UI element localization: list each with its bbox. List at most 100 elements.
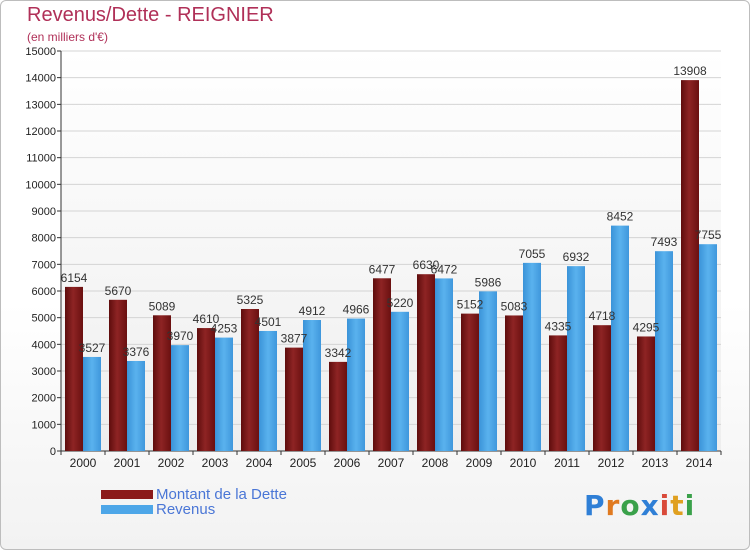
bar-dette (329, 361, 347, 451)
x-tick-label: 2000 (70, 456, 97, 470)
data-label-revenus: 8452 (607, 210, 634, 224)
x-tick-label: 2003 (202, 456, 229, 470)
data-label-revenus: 3527 (79, 341, 106, 355)
bar-revenus (259, 330, 277, 451)
legend-label-dette: Montant de la Dette (156, 486, 287, 503)
data-label-dette: 4295 (633, 320, 660, 334)
y-tick-label: 4000 (32, 339, 56, 351)
data-label-dette: 5670 (105, 284, 132, 298)
bar-dette (549, 335, 567, 451)
y-tick-label: 11000 (26, 153, 56, 165)
bar-dette (285, 347, 303, 451)
legend-label-revenus: Revenus (156, 501, 216, 518)
data-label-revenus: 3376 (123, 345, 150, 359)
x-tick-label: 2011 (554, 456, 580, 470)
bar-dette (65, 286, 83, 451)
data-label-revenus: 5220 (387, 296, 414, 310)
data-label-revenus: 6932 (563, 250, 590, 264)
bar-revenus (171, 345, 189, 451)
y-tick-label: 1000 (32, 419, 56, 431)
bar-dette (109, 299, 127, 451)
bar-revenus (523, 262, 541, 451)
y-tick-label: 7000 (32, 259, 56, 271)
chart-title: Revenus/Dette - REIGNIER (27, 4, 274, 26)
data-label-dette: 6477 (369, 262, 396, 276)
x-tick-label: 2006 (334, 456, 361, 470)
bar-revenus (479, 291, 497, 451)
y-tick-label: 5000 (32, 313, 56, 325)
bar-revenus (699, 244, 717, 451)
bar-revenus (215, 337, 233, 451)
legend (101, 490, 153, 514)
y-tick-label: 9000 (32, 206, 56, 218)
bar-revenus (347, 318, 365, 451)
data-label-dette: 5152 (457, 298, 484, 312)
y-tick-label: 3000 (32, 366, 56, 378)
bars (65, 80, 717, 452)
y-tick-label: 12000 (25, 126, 56, 138)
data-label-dette: 5083 (501, 299, 528, 313)
data-label-revenus: 7055 (519, 247, 546, 261)
x-tick-label: 2001 (114, 456, 141, 470)
y-tick-label: 15000 (25, 46, 56, 58)
y-tick-label: 0 (50, 446, 56, 458)
bar-dette (153, 315, 171, 451)
x-tick-label: 2014 (686, 456, 713, 470)
data-label-revenus: 7493 (651, 235, 678, 249)
bar-revenus (655, 251, 673, 451)
bar-revenus (611, 225, 629, 451)
proxiti-logo: Proxiti (584, 489, 696, 522)
data-label-revenus: 7755 (695, 228, 722, 242)
data-label-dette: 5089 (149, 299, 176, 313)
bar-dette (637, 336, 655, 451)
y-tick-label: 6000 (32, 286, 56, 298)
data-label-dette: 4718 (589, 309, 616, 323)
data-label-dette: 13908 (673, 64, 707, 78)
x-tick-label: 2004 (246, 456, 273, 470)
x-tick-label: 2008 (422, 456, 449, 470)
data-label-dette: 5325 (237, 293, 264, 307)
data-label-dette: 3342 (325, 346, 352, 360)
bar-dette (593, 325, 611, 451)
data-label-dette: 6154 (61, 271, 88, 285)
y-tick-label: 10000 (25, 179, 56, 191)
bar-dette (197, 328, 215, 451)
data-label-revenus: 4253 (211, 322, 238, 336)
data-label-dette: 3877 (281, 332, 308, 346)
data-label-dette: 4610 (193, 312, 220, 326)
y-tick-label: 2000 (32, 393, 56, 405)
data-label-dette: 4335 (545, 319, 572, 333)
y-tick-label: 14000 (25, 73, 56, 85)
legend-swatch-dette (101, 490, 153, 499)
data-label-revenus: 4501 (255, 315, 282, 329)
bar-dette (681, 80, 699, 452)
bar-revenus (435, 278, 453, 451)
data-label-revenus: 5986 (475, 275, 502, 289)
x-tick-label: 2012 (598, 456, 625, 470)
x-tick-label: 2010 (510, 456, 537, 470)
data-label-revenus: 4912 (299, 304, 326, 318)
bar-revenus (391, 311, 409, 451)
bar-dette (373, 278, 391, 451)
bar-dette (417, 274, 435, 451)
bar-dette (241, 309, 259, 451)
legend-swatch-revenus (101, 505, 153, 514)
data-label-revenus: 4966 (343, 303, 370, 317)
x-tick-label: 2013 (642, 456, 669, 470)
y-tick-label: 8000 (32, 233, 56, 245)
bar-revenus (303, 320, 321, 451)
bar-revenus (83, 356, 101, 451)
bar-dette (461, 313, 479, 451)
x-tick-label: 2007 (378, 456, 405, 470)
bar-revenus (567, 266, 585, 451)
data-label-revenus: 3970 (167, 329, 194, 343)
bar-revenus (127, 360, 145, 451)
data-label-revenus: 6472 (431, 262, 458, 276)
data-label-dette: 6630 (413, 258, 440, 272)
x-tick-label: 2009 (466, 456, 493, 470)
x-tick-label: 2002 (158, 456, 185, 470)
bar-dette (505, 315, 523, 451)
